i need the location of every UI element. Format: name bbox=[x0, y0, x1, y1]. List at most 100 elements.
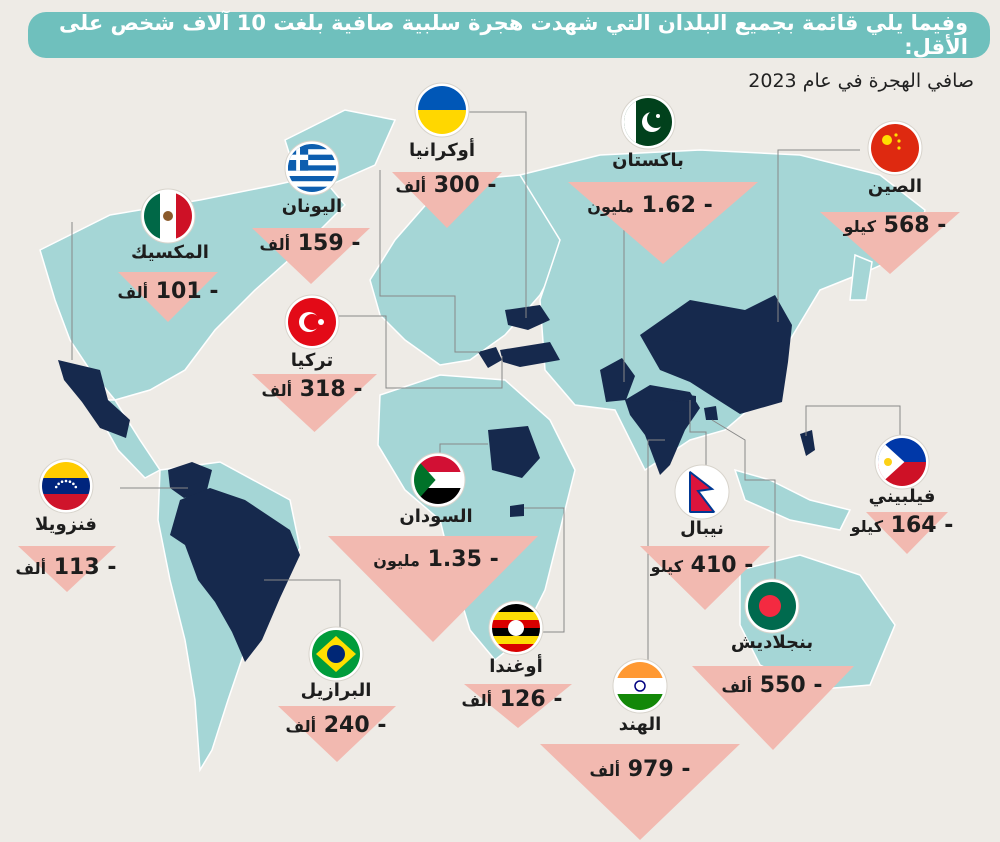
sudan-flag-icon bbox=[414, 456, 462, 504]
bangladesh-shape bbox=[704, 406, 718, 420]
value-dash: - bbox=[930, 213, 947, 238]
value-unit: ألف bbox=[16, 558, 47, 578]
value-triangle bbox=[328, 536, 538, 642]
leader-line-bangladesh bbox=[711, 419, 776, 580]
value-triangle bbox=[18, 546, 116, 592]
callout-sudan: السودان - 1.35 مليون bbox=[328, 452, 538, 642]
callout-uganda: أوغندا- 126 ألف bbox=[462, 600, 572, 728]
value-dash: - bbox=[480, 173, 497, 198]
net-migration-value: - 410 كيلو bbox=[650, 553, 754, 578]
value-number: 126 bbox=[492, 687, 546, 712]
callout-nepal: نيبال - 410 كيلو bbox=[640, 464, 770, 610]
venezuela-flag-icon bbox=[42, 462, 90, 510]
ukraine-shape bbox=[505, 305, 550, 330]
value-triangle bbox=[820, 212, 960, 274]
leader-line-turkey bbox=[330, 315, 503, 389]
value-dash: - bbox=[344, 231, 361, 256]
value-number: 410 bbox=[683, 553, 737, 578]
value-unit: ألف bbox=[590, 760, 621, 780]
net-migration-value: - 550 ألف bbox=[722, 673, 823, 698]
country-name: البرازيل bbox=[301, 680, 372, 701]
leader-line-greece bbox=[379, 170, 480, 353]
value-unit: ألف bbox=[722, 676, 753, 696]
mexico-shape bbox=[58, 360, 130, 438]
value-unit: مليون bbox=[373, 551, 420, 570]
net-migration-value: - 113 ألف bbox=[16, 555, 117, 580]
value-number: 159 bbox=[290, 231, 344, 256]
country-name: تركيا bbox=[291, 350, 334, 371]
callout-greece: اليونان- 159 ألف bbox=[252, 140, 370, 284]
leader-line-uganda bbox=[524, 507, 565, 633]
value-triangle bbox=[464, 684, 572, 728]
china-shape bbox=[640, 295, 792, 414]
value-dash: - bbox=[346, 377, 363, 402]
value-dash: - bbox=[202, 279, 219, 304]
net-migration-value: - 300 ألف bbox=[396, 173, 497, 198]
greece-flag-icon bbox=[288, 144, 336, 192]
country-name: المكسيك bbox=[131, 242, 209, 263]
value-triangle bbox=[252, 228, 370, 284]
country-name: أوكرانيا bbox=[409, 138, 475, 161]
country-name: فنزويلا bbox=[35, 514, 97, 535]
callout-china: الصين - 568 كيلو bbox=[820, 120, 960, 274]
value-unit: ألف bbox=[286, 716, 317, 736]
value-triangle bbox=[392, 172, 502, 228]
uganda-flag-icon bbox=[492, 604, 540, 652]
venezuela-shape bbox=[168, 462, 212, 498]
value-unit: ألف bbox=[262, 380, 293, 400]
callout-ukraine: أوكرانيا - 300 ألف bbox=[392, 82, 502, 228]
value-triangle bbox=[278, 706, 396, 762]
value-triangle bbox=[252, 374, 377, 432]
country-name: بنجلاديش bbox=[731, 632, 813, 653]
value-triangle bbox=[640, 546, 770, 610]
callout-mexico: المكسيك - 101 ألف bbox=[118, 188, 219, 322]
leader-line-philippines bbox=[805, 405, 901, 438]
mexico-flag-icon bbox=[144, 192, 192, 240]
callout-india: الهند - 979 ألف bbox=[540, 658, 740, 840]
callout-brazil: البرازيل - 240 ألف bbox=[278, 626, 396, 762]
net-migration-value: - 240 ألف bbox=[286, 713, 387, 738]
value-dash: - bbox=[546, 687, 563, 712]
value-number: 979 bbox=[620, 757, 674, 782]
net-migration-value: - 126 ألف bbox=[462, 687, 563, 712]
philippines-shape bbox=[800, 430, 815, 456]
turkey-shape bbox=[500, 342, 560, 367]
net-migration-value: - 979 ألف bbox=[590, 757, 691, 782]
value-unit: كيلو bbox=[843, 217, 877, 236]
nepal-shape bbox=[668, 392, 696, 404]
value-number: 300 bbox=[426, 173, 480, 198]
leader-line-china bbox=[777, 149, 860, 322]
value-number: 240 bbox=[316, 713, 370, 738]
value-unit: كيلو bbox=[850, 517, 884, 536]
leader-line-brazil bbox=[264, 579, 341, 630]
value-dash: - bbox=[370, 713, 387, 738]
title-banner: وفيما يلي قائمة بجميع البلدان التي شهدت … bbox=[28, 11, 990, 59]
pakistan-shape bbox=[600, 358, 635, 402]
value-unit: كيلو bbox=[650, 557, 684, 576]
value-dash: - bbox=[937, 513, 954, 538]
net-migration-value: - 1.35 مليون bbox=[373, 547, 498, 572]
country-name: نيبال bbox=[680, 518, 724, 539]
value-dash: - bbox=[806, 673, 823, 698]
value-number: 164 bbox=[883, 513, 937, 538]
country-name: الصين bbox=[868, 176, 922, 197]
sudan-shape bbox=[488, 426, 540, 478]
turkey-flag-icon bbox=[288, 298, 336, 346]
china-flag-icon bbox=[871, 124, 919, 172]
value-triangle bbox=[568, 182, 758, 264]
bangladesh-flag-icon bbox=[748, 582, 796, 630]
brazil-flag-icon bbox=[312, 630, 360, 678]
net-migration-value: - 568 كيلو bbox=[843, 213, 947, 238]
se-asia-islands-land bbox=[733, 468, 852, 531]
callout-venezuela: فنزويلا - 113 ألف bbox=[16, 458, 117, 592]
value-triangle bbox=[692, 666, 854, 750]
value-unit: ألف bbox=[260, 234, 291, 254]
callout-philippines: فيلبيني- 164 كيلو bbox=[850, 434, 954, 554]
uganda-shape bbox=[510, 504, 524, 517]
philippines-flag-icon bbox=[878, 438, 926, 486]
value-dash: - bbox=[674, 757, 691, 782]
ukraine-flag-icon bbox=[418, 86, 466, 134]
country-name: السودان bbox=[399, 506, 472, 527]
leader-line-india bbox=[647, 439, 665, 680]
